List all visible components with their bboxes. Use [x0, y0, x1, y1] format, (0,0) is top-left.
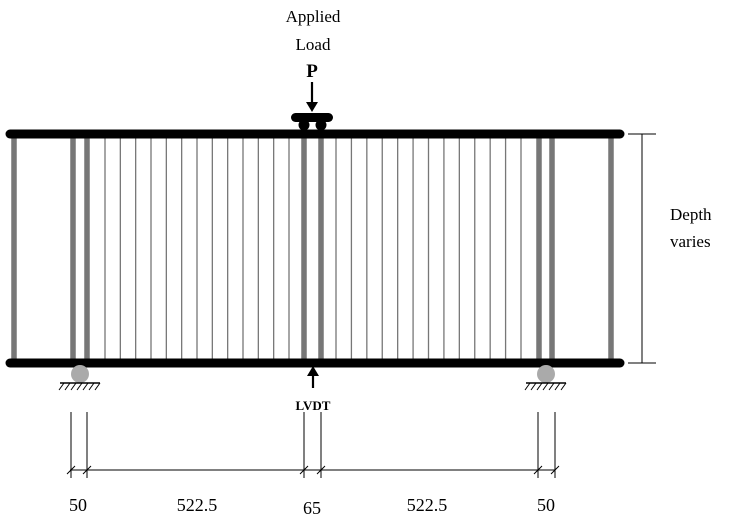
- depth-dimension: [628, 133, 656, 364]
- dimension-label: 50: [537, 495, 555, 515]
- lvdt-label: LVDT: [296, 398, 331, 413]
- depth-label-line2: varies: [670, 232, 711, 251]
- roller-support-icon: [58, 365, 101, 391]
- load-symbol-p: P: [306, 61, 318, 82]
- roller-support-icon: [524, 365, 567, 391]
- applied-load-label-line2: Load: [296, 35, 331, 54]
- down-arrow-icon: [306, 82, 318, 112]
- dimension-label: 522.5: [407, 495, 448, 515]
- web-members: [11, 134, 614, 363]
- dimension-label: 65: [303, 498, 321, 518]
- loading-head: [291, 113, 333, 131]
- up-arrow-icon: [307, 366, 319, 388]
- dimension-chain: [66, 412, 560, 478]
- dimension-label: 50: [69, 495, 87, 515]
- depth-label-line1: Depth: [670, 205, 712, 224]
- applied-load-label-line1: Applied: [286, 7, 341, 26]
- dimension-label: 522.5: [177, 495, 218, 515]
